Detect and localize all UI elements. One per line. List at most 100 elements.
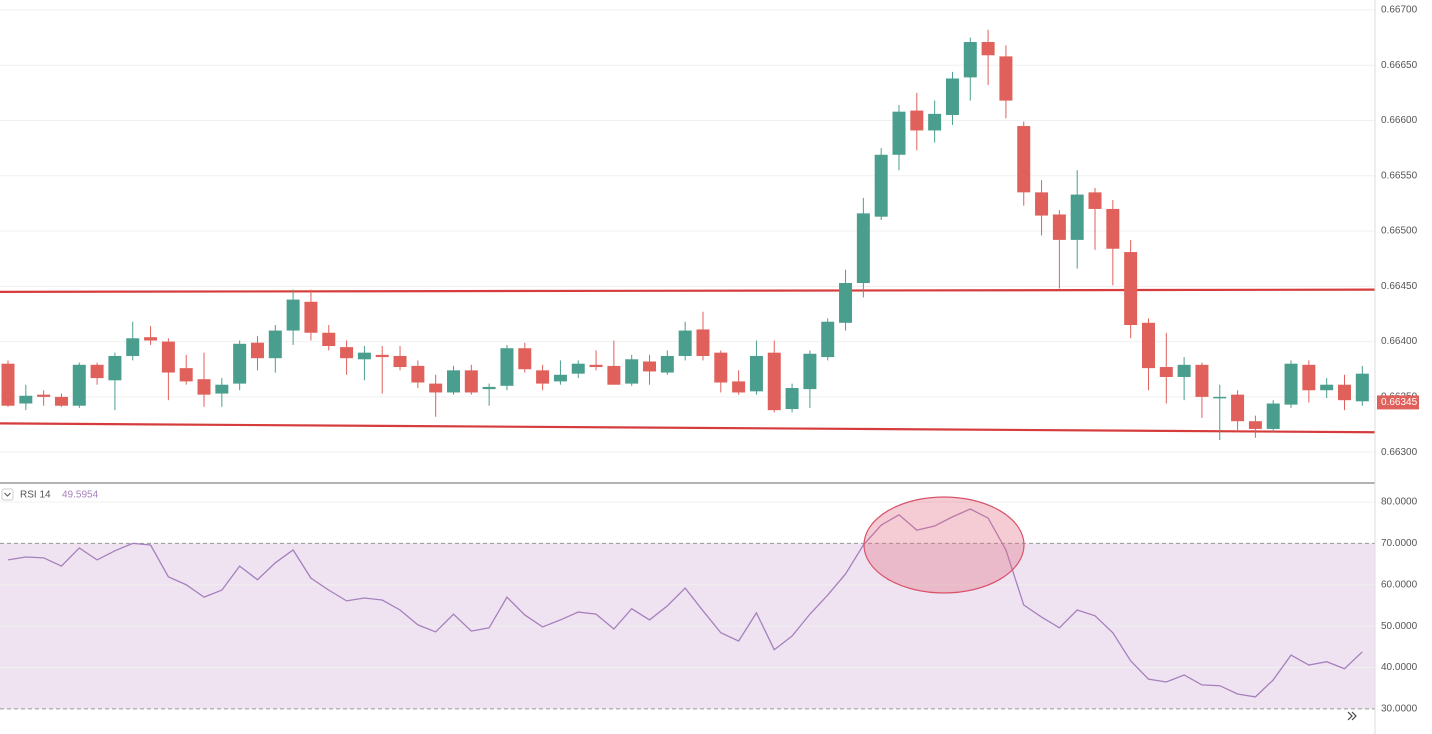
candle-body [643, 361, 657, 372]
candle-body [215, 384, 229, 394]
candle-body [892, 111, 906, 155]
y-tick-label: 0.66700 [1381, 5, 1418, 16]
candle-body [928, 113, 942, 131]
candle-body [197, 379, 211, 395]
candle-body [375, 354, 389, 358]
candle-body [1159, 367, 1173, 377]
candle-body [322, 332, 336, 347]
candle-body [447, 370, 460, 393]
y-tick-label: 70.0000 [1381, 538, 1418, 549]
trendline [0, 422, 1376, 434]
candle-body [571, 363, 585, 374]
candle-body [660, 355, 674, 373]
candle-body [678, 330, 692, 356]
y-tick-label: 0.66600 [1381, 115, 1418, 126]
candle-body [357, 352, 371, 360]
highlight-ellipse [863, 496, 1025, 594]
candle-body [500, 348, 514, 386]
candle-body [963, 42, 977, 78]
background-layer [0, 9, 1375, 710]
candle-body [1266, 403, 1280, 429]
y-tick-label: 80.0000 [1381, 497, 1418, 508]
y-tick-label: 0.66400 [1381, 336, 1418, 347]
candle-body [464, 370, 478, 393]
candle-body [767, 352, 781, 411]
candle-body [1338, 384, 1351, 401]
candle-body [268, 330, 282, 359]
collapse-button[interactable] [1, 488, 14, 501]
candle-body [340, 347, 354, 359]
rsi-line [7, 508, 1363, 698]
indicator-value: 49.5954 [62, 490, 99, 501]
candle-body [1195, 364, 1209, 397]
candle-body [1355, 373, 1369, 402]
candle-body [1035, 192, 1049, 216]
candle-body [1284, 363, 1298, 405]
indicator-title: RSI 14 [20, 490, 51, 501]
candle-body [910, 110, 924, 131]
candle-body [304, 301, 318, 333]
candle-body [714, 352, 728, 383]
candle-body [696, 329, 710, 356]
candle-body [1106, 208, 1120, 249]
candle-body [1302, 364, 1316, 391]
candle-body [1213, 396, 1227, 399]
candle-body [607, 365, 621, 385]
candle-body [856, 213, 870, 284]
y-tick-label: 30.0000 [1381, 704, 1418, 715]
candle-body [839, 283, 853, 323]
candle-body [161, 341, 175, 373]
candle-body [179, 368, 193, 382]
candle-body [874, 154, 888, 217]
candle-body [1141, 322, 1155, 369]
candle-body [536, 370, 550, 384]
y-tick-label: 60.0000 [1381, 579, 1418, 590]
candle-body [90, 364, 104, 379]
candle-body [999, 56, 1013, 101]
candle-body [1248, 421, 1262, 429]
candle-body [250, 342, 264, 359]
y-tick-label: 0.66650 [1381, 60, 1418, 71]
candle-body [1070, 194, 1084, 240]
candle-body [785, 388, 799, 410]
chevron-icon [4, 492, 11, 497]
y-tick-label: 0.66500 [1381, 226, 1418, 237]
candle-body [1320, 384, 1334, 391]
candle-body [1017, 126, 1031, 193]
scroll-right-button[interactable] [1347, 711, 1357, 721]
candle-body [144, 337, 158, 341]
candle-body [803, 353, 817, 390]
candle-body [286, 299, 300, 331]
y-tick-label: 40.0000 [1381, 662, 1418, 673]
y-tick-label: 0.66550 [1381, 170, 1418, 181]
candle-body [1, 363, 15, 406]
y-tick-label: 0.66450 [1381, 281, 1418, 292]
candle-body [482, 386, 496, 390]
candle-body [749, 355, 763, 392]
candle-body [589, 364, 603, 368]
candle-body [429, 383, 443, 393]
y-tick-label: 50.0000 [1381, 621, 1418, 632]
candle-body [1177, 364, 1191, 377]
candle-body [411, 365, 425, 383]
candle-body [1052, 214, 1066, 240]
candle-body [518, 348, 532, 370]
candle-body [945, 78, 959, 115]
candle-body [54, 396, 68, 406]
main-layer [0, 29, 1376, 710]
candle-body [732, 381, 746, 393]
last-price-badge [1377, 395, 1419, 410]
candle-body [37, 394, 51, 397]
trendline [0, 288, 1376, 293]
candle-body [1124, 252, 1138, 326]
y-tick-label: 0.66300 [1381, 447, 1418, 458]
candle-body [625, 359, 639, 384]
candle-body [19, 395, 33, 404]
candle-body [821, 321, 835, 358]
last-price-label: 0.66345 [1381, 397, 1418, 408]
candle-body [1231, 394, 1245, 422]
candle-body [233, 343, 247, 384]
candle-body [393, 355, 407, 368]
candle-body [553, 374, 567, 382]
